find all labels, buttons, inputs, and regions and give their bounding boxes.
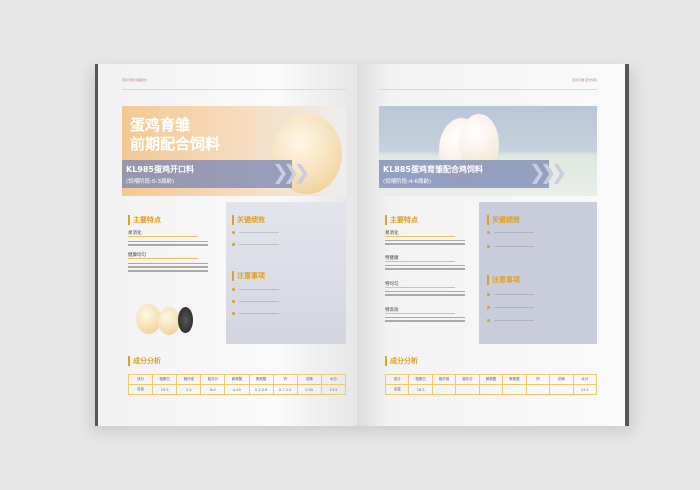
cell: 0.45 (224, 384, 250, 395)
cell: 成分 (127, 374, 154, 385)
feature-text (385, 314, 465, 324)
bullet: —————————— (487, 230, 582, 235)
chick-image (158, 307, 180, 335)
cell: 0.50 (296, 384, 322, 395)
features-heading: 主要特点 (128, 215, 161, 225)
bullet: —————————— (487, 292, 582, 297)
cell (478, 384, 504, 395)
analysis-heading: 成分分析 (128, 356, 161, 366)
feature-label: 特均匀 (385, 281, 455, 288)
cell: 18.5 (408, 384, 433, 395)
cell (455, 384, 480, 395)
performance-heading: 关键绩效 (232, 215, 265, 225)
composition-table: 成分 粗蛋白 粗纤维 粗灰分 赖氨酸 蛋氨酸钙总磷 水分 含量 18.5 13.5 (384, 374, 597, 395)
chick-image (178, 307, 193, 333)
cell: 成分 (384, 374, 410, 385)
notes-heading: 注意事项 (487, 275, 520, 285)
performance-heading: 关键绩效 (487, 215, 520, 225)
cell: 13.5 (572, 384, 597, 395)
bullet: —————————— (487, 318, 582, 323)
cell: 粗纤维 (431, 374, 457, 385)
cell: 总磷 (549, 374, 574, 385)
feature-text (385, 288, 465, 298)
product-name: KL985蛋鸡开口料 (126, 165, 194, 174)
table-header-row: 成分 粗蛋白 粗纤维 粗灰分 赖氨酸 蛋氨酸钙总磷 水分 (384, 374, 597, 385)
title-line-1: 蛋鸡育雏 (130, 116, 191, 134)
cell: 8.0 (200, 384, 226, 395)
product-name: KL885蛋鸡育雏配合鸡饲料 (383, 165, 483, 174)
cell: 钙 (525, 374, 551, 385)
feature-text (385, 237, 465, 247)
side-panel (479, 202, 597, 344)
cell (502, 384, 527, 395)
product-banner: 蛋鸡育雏 前期配合饲料 KL985蛋鸡开口料 (饲喂阶段:0-3周龄) ❯❯❯ (122, 106, 346, 196)
feeding-stage: (饲喂阶段:0-3周龄) (126, 179, 175, 185)
notes-heading: 注意事项 (232, 271, 265, 281)
bullet: —————————— (232, 230, 327, 235)
cell: 含量 (127, 384, 154, 395)
banner-title: 蛋鸡育雏 前期配合饲料 (130, 116, 220, 154)
composition-table: 成分 粗蛋白 粗纤维 粗灰分 赖氨酸 蛋氨酸钙总磷 水分 含量 19.5 5.5 8.0 0.45 0… (127, 374, 347, 395)
feature-text (385, 262, 465, 272)
product-banner: KL885蛋鸡育雏配合鸡饲料 (饲喂阶段:4-6周龄) ❯❯❯ (379, 106, 597, 196)
cell: 粗蛋白 (152, 374, 178, 385)
cell: 0.3-0.8 (248, 384, 274, 395)
cell: 水分 (572, 374, 597, 385)
cell (525, 384, 551, 395)
cell: 水分 (320, 374, 347, 385)
feeding-stage: (饲喂阶段:4-6周龄) (383, 179, 432, 185)
decor-arc (537, 146, 597, 196)
cell: 粗灰分 (200, 374, 226, 385)
chick-image (136, 304, 161, 334)
table-header-row: 成分 粗蛋白 粗纤维 粗灰分 赖氨酸 蛋氨酸钙总磷 水分 (127, 374, 347, 385)
table-row: 含量 18.5 13.5 (384, 384, 597, 395)
bullet: —————————— (232, 311, 327, 316)
bullet: —————————— (232, 299, 327, 304)
bullet: —————————— (232, 287, 327, 292)
feature-text (128, 238, 208, 248)
analysis-heading: 成分分析 (385, 356, 418, 366)
feature-text (128, 260, 208, 274)
cell: 蛋氨酸 (248, 374, 274, 385)
cell: 0.7-1.2 (272, 384, 298, 395)
cell: 13.5 (320, 384, 347, 395)
cell: 蛋氨酸 (502, 374, 527, 385)
features-heading: 主要特点 (385, 215, 418, 225)
page-header: 蛋鸡育雏 前期配合 (122, 78, 346, 90)
bullet: —————————— (487, 244, 582, 249)
product-band: KL885蛋鸡育雏配合鸡饲料 (饲喂阶段:4-6周龄) (379, 160, 549, 188)
cell: 粗灰分 (455, 374, 480, 385)
bullet: —————————— (232, 242, 327, 247)
cell: 粗纤维 (176, 374, 202, 385)
cell: 19.5 (152, 384, 178, 395)
cell: 总磷 (296, 374, 322, 385)
cell (549, 384, 574, 395)
feature-label: 健康均匀 (128, 252, 198, 259)
cell: 含量 (384, 384, 410, 395)
feature-label: 易消化 (385, 230, 455, 237)
feature-label: 特高效 (385, 307, 455, 314)
page-header: 蛋鸡育雏 配合饲料 (379, 78, 597, 90)
cell: 钙 (272, 374, 298, 385)
product-band: KL985蛋鸡开口料 (饲喂阶段:0-3周龄) (122, 160, 292, 188)
cell: 5.5 (176, 384, 202, 395)
side-panel (226, 202, 346, 344)
bullet: —————————— (487, 305, 582, 310)
feature-label: 易消化 (128, 230, 198, 237)
cell: 粗蛋白 (408, 374, 433, 385)
table-row: 含量 19.5 5.5 8.0 0.45 0.3-0.8 0.7-1.2 0.50 13.5 (127, 384, 347, 395)
title-line-2: 前期配合饲料 (130, 135, 221, 153)
feature-label: 特健康 (385, 255, 455, 262)
right-page: 蛋鸡育雏 配合饲料 KL885蛋鸡育雏配合鸡饲料 (饲喂阶段:4-6周龄) ❯❯❯… (357, 64, 629, 426)
left-page: 蛋鸡育雏 前期配合 蛋鸡育雏 前期配合饲料 KL985蛋鸡开口料 (饲喂阶段:0-3… (95, 64, 357, 426)
cell: 赖氨酸 (224, 374, 250, 385)
cell (431, 384, 457, 395)
cell: 赖氨酸 (478, 374, 504, 385)
